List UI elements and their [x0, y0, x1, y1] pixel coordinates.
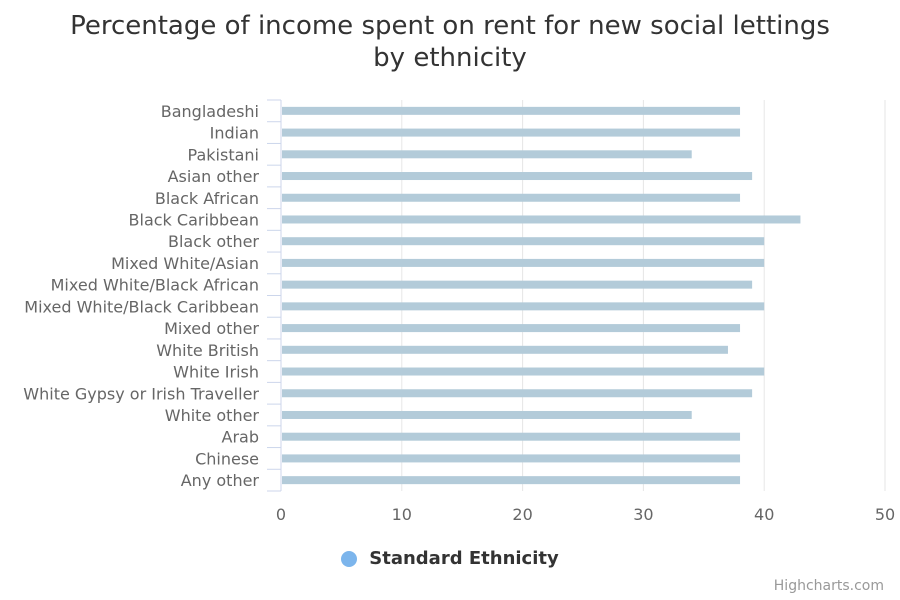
x-tick-label-0: 0	[276, 505, 286, 524]
x-tick-label-40: 40	[754, 505, 774, 524]
x-tick-label-50: 50	[875, 505, 895, 524]
x-tick-label-30: 30	[633, 505, 653, 524]
x-tick-label-10: 10	[392, 505, 412, 524]
category-label: Mixed White/Asian	[111, 254, 259, 273]
legend[interactable]: Standard Ethnicity	[0, 548, 900, 569]
chart-title-line-2: by ethnicity	[373, 43, 527, 73]
category-label: Chinese	[195, 449, 259, 468]
bar-white-irish[interactable]	[282, 367, 765, 376]
x-axis-tick-labels: 0 10 20 30 40 50	[276, 505, 895, 524]
bar-white-british[interactable]	[282, 345, 728, 354]
category-label: Any other	[181, 471, 260, 490]
bar-asian-other[interactable]	[282, 172, 753, 181]
category-label: Indian	[210, 124, 259, 143]
chart-title-line-1: Percentage of income spent on rent for n…	[70, 11, 830, 41]
category-label: Black Caribbean	[129, 210, 259, 229]
bar-arab[interactable]	[282, 432, 741, 441]
category-label: White other	[165, 406, 260, 425]
bar-any-other[interactable]	[282, 476, 741, 485]
category-label: White Irish	[173, 363, 259, 382]
bar-mixed-white-asian[interactable]	[282, 258, 765, 267]
bar-series	[282, 106, 801, 485]
category-label: White British	[156, 341, 259, 360]
bar-chinese[interactable]	[282, 454, 741, 463]
bar-white-gypsy-or-irish-traveller[interactable]	[282, 389, 753, 398]
bar-white-other[interactable]	[282, 410, 692, 419]
x-tick-label-20: 20	[512, 505, 532, 524]
category-label: Mixed White/Black African	[51, 276, 259, 295]
category-labels: Bangladeshi Indian Pakistani Asian other Bla…	[23, 102, 259, 490]
legend-label[interactable]: Standard Ethnicity	[369, 548, 559, 569]
bar-black-other[interactable]	[282, 237, 765, 246]
category-label: Bangladeshi	[161, 102, 259, 121]
bar-mixed-white-black-african[interactable]	[282, 280, 753, 289]
bar-mixed-white-black-caribbean[interactable]	[282, 302, 765, 311]
chart-title: Percentage of income spent on rent for n…	[0, 10, 900, 74]
bar-mixed-other[interactable]	[282, 324, 741, 333]
category-label: Pakistani	[188, 145, 259, 164]
credits-link[interactable]: Highcharts.com	[773, 578, 884, 594]
category-label: Black African	[155, 189, 259, 208]
category-label: Asian other	[168, 167, 260, 186]
bar-pakistani[interactable]	[282, 150, 692, 159]
category-label: Arab	[222, 428, 259, 447]
category-label: Mixed other	[164, 319, 259, 338]
bar-bangladeshi[interactable]	[282, 106, 741, 115]
legend-symbol	[341, 550, 358, 567]
bar-black-african[interactable]	[282, 193, 741, 202]
category-label: Black other	[168, 232, 259, 251]
category-label: Mixed White/Black Caribbean	[24, 297, 259, 316]
bar-black-caribbean[interactable]	[282, 215, 801, 224]
y-axis	[267, 99, 282, 492]
bar-indian[interactable]	[282, 128, 741, 137]
category-label: White Gypsy or Irish Traveller	[23, 384, 259, 403]
grid-lines	[401, 100, 886, 491]
